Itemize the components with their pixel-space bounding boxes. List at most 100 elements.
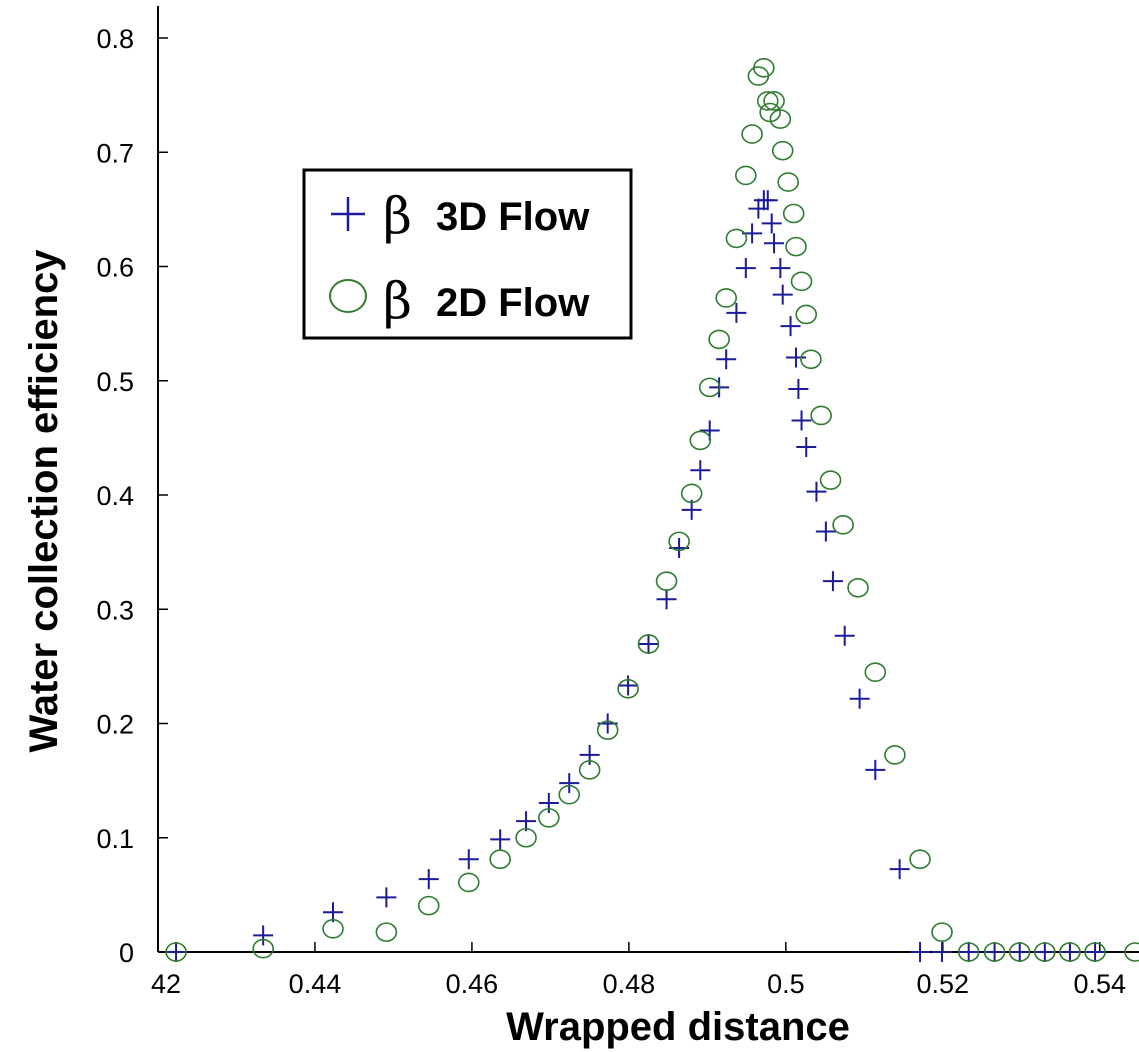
plot-points (165, 58, 1139, 962)
data-point-3d-flow (638, 633, 659, 654)
data-point-2d-flow (668, 531, 690, 552)
data-point-3d-flow (1009, 942, 1030, 962)
data-point-3d-flow (716, 349, 737, 370)
data-point-2d-flow (790, 271, 813, 292)
data-point-2d-flow (1124, 942, 1139, 962)
data-point-2d-flow (771, 140, 794, 161)
data-point-3d-flow (786, 347, 807, 368)
legend-plus-marker (331, 197, 365, 231)
data-point-2d-flow (538, 808, 560, 828)
data-point-3d-flow (579, 744, 600, 765)
data-point-2d-flow (782, 203, 805, 224)
data-point-3d-flow (1059, 942, 1080, 962)
data-point-2d-flow (708, 329, 730, 350)
data-point-2d-flow (1084, 942, 1106, 962)
data-point-2d-flow (769, 109, 792, 129)
data-point-3d-flow (490, 829, 511, 850)
data-point-2d-flow (457, 872, 480, 893)
data-point-2d-flow (832, 515, 854, 535)
data-point-2d-flow (680, 483, 703, 504)
data-point-3d-flow (796, 437, 817, 458)
x-tick-label: 0.5 (767, 969, 805, 999)
data-point-3d-flow (984, 942, 1005, 962)
data-point-2d-flow (375, 922, 398, 942)
data-point-3d-flow (1034, 942, 1055, 962)
y-tick-label: 0 (119, 938, 134, 968)
data-point-3d-flow (834, 625, 855, 646)
data-point-2d-flow (715, 288, 737, 308)
data-point-2d-flow (578, 760, 601, 780)
data-point-2d-flow (810, 405, 832, 426)
data-point-2d-flow (847, 577, 869, 598)
data-point-3d-flow (757, 190, 778, 211)
data-point-2d-flow (637, 634, 660, 654)
x-tick-label: 0.46 (446, 969, 499, 999)
data-point-3d-flow (166, 942, 187, 962)
x-tick-label: 0.52 (917, 969, 970, 999)
data-point-2d-flow (1008, 942, 1031, 962)
data-point-3d-flow (815, 521, 836, 542)
data-point-2d-flow (909, 849, 931, 870)
data-point-2d-flow (753, 58, 775, 78)
data-point-3d-flow (735, 258, 756, 279)
data-point-3d-flow (822, 571, 843, 592)
legend-label-3d-flow: 3D Flow (436, 195, 590, 239)
data-point-2d-flow (489, 849, 511, 870)
data-point-2d-flow (558, 784, 581, 805)
legend-beta-symbol: β (383, 187, 412, 245)
legend-entry-2d-flow: β 2D Flow (329, 272, 590, 330)
data-point-2d-flow (1059, 942, 1081, 962)
data-point-2d-flow (322, 919, 344, 939)
data-point-3d-flow (889, 859, 910, 880)
data-point-3d-flow (932, 942, 953, 962)
data-point-3d-flow (791, 410, 812, 431)
legend-circle-marker (329, 279, 367, 313)
legend: β 3D Flow β 2D Flow (302, 168, 633, 340)
data-point-3d-flow (418, 869, 439, 890)
x-tick-label: 0.54 (1073, 969, 1126, 999)
data-point-2d-flow (698, 377, 721, 398)
y-tick-label: 0.1 (96, 824, 134, 854)
x-axis-title: Wrapped distance (506, 1005, 850, 1049)
data-point-2d-flow (777, 172, 799, 192)
data-point-3d-flow (618, 675, 639, 696)
data-point-3d-flow (958, 942, 979, 962)
data-point-2d-flow (735, 165, 757, 186)
data-point-3d-flow (516, 811, 537, 832)
data-point-2d-flow (795, 304, 818, 325)
data-point-3d-flow (849, 688, 870, 709)
data-point-2d-flow (165, 942, 187, 962)
x-tick-label: 0.48 (603, 969, 656, 999)
data-point-3d-flow (458, 849, 479, 870)
y-tick-label: 0.6 (96, 253, 134, 283)
data-point-3d-flow (690, 460, 711, 481)
data-point-3d-flow (772, 284, 793, 305)
data-point-2d-flow (756, 91, 779, 111)
y-tick-label: 0.4 (96, 481, 134, 511)
data-point-2d-flow (864, 662, 887, 683)
data-point-2d-flow (884, 745, 906, 765)
y-tick-label: 0.3 (96, 595, 134, 625)
data-point-2d-flow (596, 720, 619, 740)
y-axis-title: Water collection efficiency (22, 249, 66, 753)
data-point-2d-flow (819, 470, 842, 490)
data-point-2d-flow (957, 942, 980, 962)
legend-entry-3d-flow: β 3D Flow (331, 187, 590, 245)
legend-beta-symbol: β (383, 272, 412, 330)
ticks: 0 0.1 0.2 0.3 0.4 0.5 0.6 0.7 0.8 42 0.44 0.46 0.48 0… (96, 24, 1126, 999)
data-point-2d-flow (763, 91, 785, 111)
data-point-3d-flow (910, 942, 931, 962)
data-point-2d-flow (689, 430, 712, 451)
data-point-3d-flow (761, 213, 782, 234)
data-point-3d-flow (788, 378, 809, 399)
data-point-2d-flow (515, 827, 537, 848)
data-point-2d-flow (785, 236, 807, 257)
data-point-3d-flow (806, 481, 827, 502)
data-point-2d-flow (252, 938, 274, 959)
data-point-3d-flow (748, 198, 769, 219)
data-point-3d-flow (865, 759, 886, 780)
x-tick-label: 42 (151, 969, 181, 999)
data-point-3d-flow (323, 902, 344, 923)
data-point-3d-flow (770, 258, 791, 279)
